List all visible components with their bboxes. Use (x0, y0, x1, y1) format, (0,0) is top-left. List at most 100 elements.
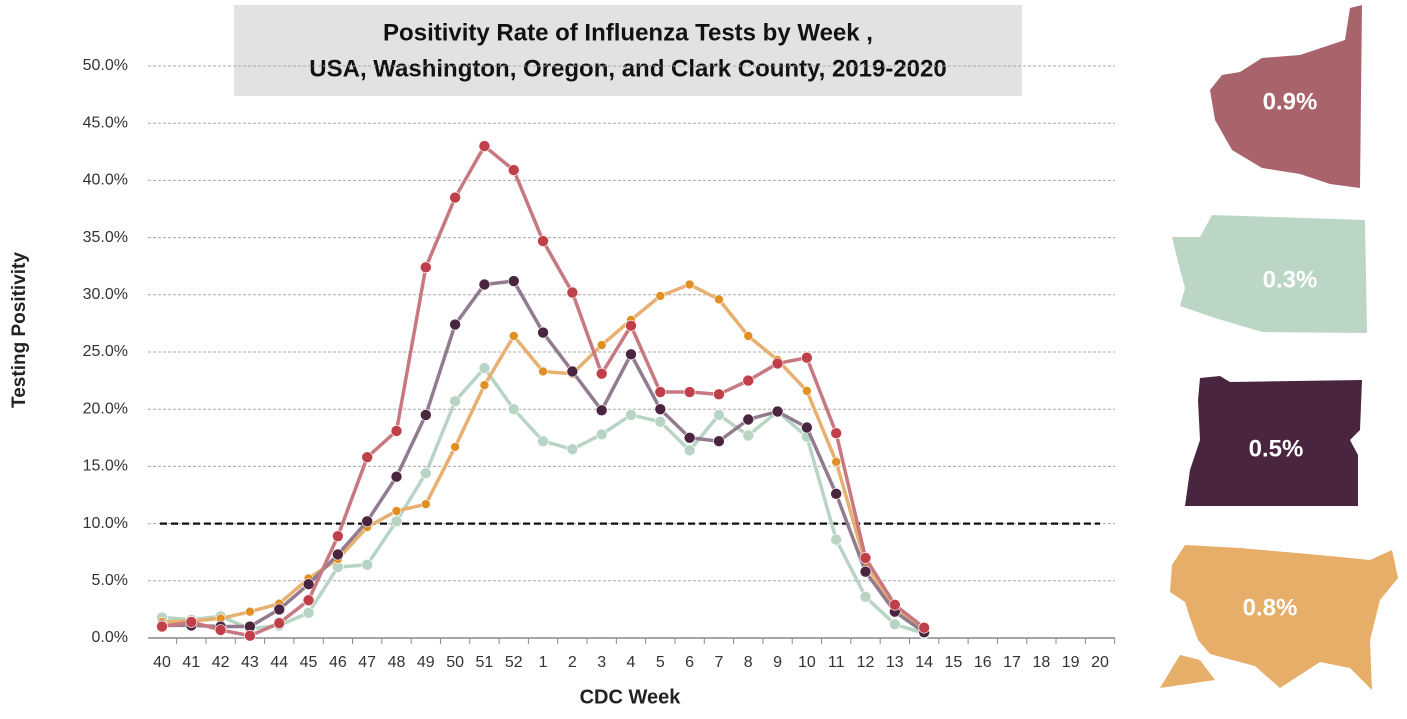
y-tick-label: 5.0% (92, 572, 128, 589)
point (507, 275, 520, 287)
x-tick-label: 42 (212, 654, 230, 671)
point (420, 409, 432, 421)
point (508, 331, 519, 341)
map-value-label: 0.9% (1263, 88, 1318, 115)
point (889, 599, 901, 611)
map-value-label: 0.5% (1249, 435, 1304, 462)
x-tick-label: 16 (974, 654, 992, 671)
y-tick-label: 40.0% (83, 172, 128, 189)
point (449, 191, 461, 204)
point (714, 294, 724, 305)
map-shape (1160, 545, 1398, 690)
x-tick-label: 51 (476, 654, 494, 671)
point (361, 451, 373, 464)
point (625, 348, 637, 361)
point (507, 403, 520, 416)
x-tick-label: 8 (744, 654, 753, 671)
x-tick-label: 20 (1091, 654, 1109, 671)
point (859, 552, 872, 564)
y-tick-label: 25.0% (83, 343, 128, 360)
point (595, 367, 608, 380)
y-tick-label: 30.0% (83, 286, 128, 303)
title-box (234, 5, 1022, 96)
point (830, 533, 842, 546)
x-tick-label: 11 (828, 654, 845, 671)
map-value-label: 0.8% (1243, 594, 1298, 621)
point (801, 421, 813, 434)
point (478, 362, 491, 374)
map-value-label: 0.3% (1263, 266, 1318, 293)
y-axis-label: Testing Positivity (9, 252, 30, 408)
y-tick-label: 0.0% (92, 629, 128, 646)
point (683, 431, 696, 444)
x-tick-label: 15 (945, 654, 963, 671)
map-shape (1172, 215, 1367, 333)
x-tick-label: 45 (300, 654, 318, 671)
x-tick-label: 41 (182, 654, 200, 671)
x-tick-label: 50 (446, 654, 464, 671)
x-tick-label: 43 (241, 654, 259, 671)
point (273, 603, 286, 616)
point (302, 594, 315, 607)
point (537, 326, 549, 339)
point (361, 558, 373, 571)
point (185, 616, 198, 628)
point (684, 279, 695, 290)
point (479, 380, 490, 390)
chart-title: Positivity Rate of Influenza Tests by We… (383, 19, 873, 46)
series-line (161, 366, 925, 636)
point (830, 488, 842, 500)
point (449, 318, 461, 331)
point (625, 319, 637, 332)
map-shape (1185, 376, 1362, 506)
point (801, 351, 813, 364)
point (537, 435, 549, 448)
y-tick-label: 50.0% (83, 57, 128, 74)
point (538, 366, 548, 377)
point (655, 291, 666, 301)
point (332, 530, 344, 542)
point (654, 415, 667, 428)
x-tick-label: 14 (915, 654, 933, 671)
x-tick-label: 2 (568, 654, 577, 671)
point (830, 427, 842, 440)
point (566, 286, 579, 299)
point (742, 413, 755, 426)
point (478, 278, 491, 291)
point (595, 404, 608, 417)
point (421, 499, 431, 509)
x-tick-label: 5 (656, 654, 665, 671)
x-tick-label: 19 (1062, 654, 1080, 671)
point (859, 591, 872, 603)
point (831, 457, 841, 467)
point (273, 617, 286, 629)
point (654, 386, 667, 398)
point (596, 340, 607, 350)
x-tick-label: 46 (329, 654, 347, 671)
x-tick-label: 18 (1032, 654, 1050, 671)
y-tick-label: 45.0% (83, 114, 128, 131)
point (743, 331, 754, 341)
x-tick-label: 44 (270, 654, 288, 671)
point (420, 261, 432, 274)
x-tick-label: 4 (627, 654, 636, 671)
point (420, 467, 432, 480)
point (391, 506, 402, 516)
point (302, 607, 315, 619)
point (654, 403, 667, 416)
x-tick-label: 1 (539, 654, 548, 671)
point (390, 470, 403, 483)
point (889, 618, 901, 631)
x-tick-label: 9 (773, 654, 782, 671)
point (566, 443, 579, 456)
map-shape (1210, 5, 1362, 188)
y-tick-label: 15.0% (83, 458, 128, 475)
point (742, 374, 755, 387)
map-panels: 0.3% 0.8% 0.5% 0.9% (1160, 5, 1398, 690)
point (918, 621, 930, 634)
point (683, 386, 696, 398)
plot-area: 0.0% 5.0% 10.0% 15.0% 20.0% 25.0% 30.0% 35.0% 40… (83, 57, 1116, 671)
x-tick-label: 13 (886, 654, 904, 671)
point (214, 624, 227, 636)
